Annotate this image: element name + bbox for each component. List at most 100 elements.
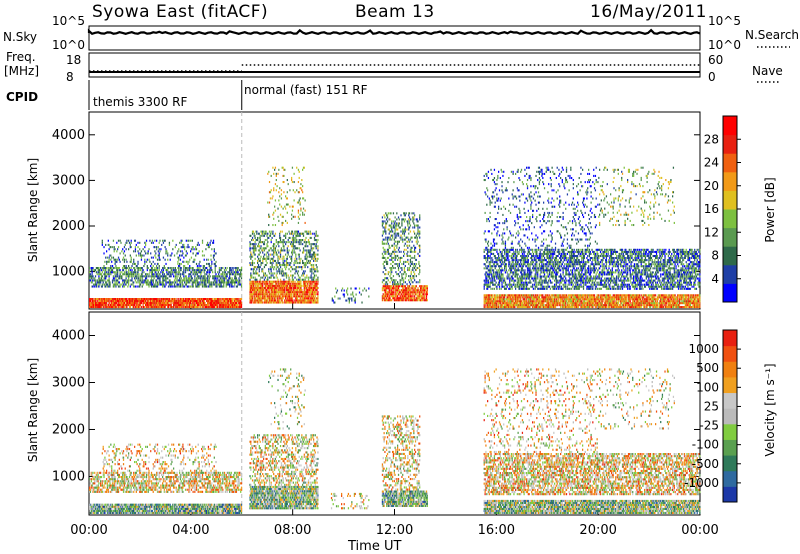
data-cell bbox=[89, 271, 90, 273]
data-cell bbox=[317, 239, 318, 241]
data-cell bbox=[135, 279, 136, 281]
data-cell bbox=[388, 293, 389, 295]
data-cell bbox=[408, 229, 409, 231]
data-cell bbox=[310, 285, 311, 287]
data-cell bbox=[518, 298, 519, 300]
data-cell bbox=[405, 265, 406, 267]
data-cell bbox=[210, 265, 211, 267]
data-cell bbox=[389, 289, 390, 291]
data-cell bbox=[199, 265, 200, 267]
data-cell bbox=[124, 261, 125, 263]
data-cell bbox=[292, 299, 293, 301]
data-cell bbox=[409, 245, 410, 247]
data-cell bbox=[122, 267, 123, 269]
data-cell bbox=[241, 284, 242, 286]
data-cell bbox=[293, 279, 294, 281]
data-cell bbox=[312, 256, 313, 258]
data-cell bbox=[115, 277, 116, 279]
data-cell bbox=[418, 273, 419, 275]
data-cell bbox=[175, 246, 176, 248]
data-cell bbox=[298, 202, 299, 204]
data-cell bbox=[316, 260, 317, 262]
data-cell bbox=[207, 271, 208, 273]
data-cell bbox=[401, 273, 402, 275]
data-cell bbox=[179, 271, 180, 273]
data-cell bbox=[262, 252, 263, 254]
data-cell bbox=[237, 279, 238, 281]
data-cell bbox=[262, 268, 263, 270]
data-cell bbox=[314, 243, 315, 245]
data-cell bbox=[171, 286, 172, 288]
data-cell bbox=[385, 237, 386, 239]
data-cell bbox=[392, 235, 393, 237]
data-cell bbox=[389, 275, 390, 277]
data-cell bbox=[316, 241, 317, 243]
data-cell bbox=[127, 286, 128, 288]
data-cell bbox=[396, 235, 397, 237]
data-cell bbox=[165, 252, 166, 254]
data-cell bbox=[396, 247, 397, 249]
data-cell bbox=[484, 304, 485, 306]
data-cell bbox=[317, 245, 318, 247]
data-cell bbox=[267, 283, 268, 285]
data-cell bbox=[221, 269, 222, 271]
data-cell bbox=[204, 275, 205, 277]
data-cell bbox=[260, 239, 261, 241]
data-cell bbox=[281, 247, 282, 249]
data-cell bbox=[196, 271, 197, 273]
data-cell bbox=[193, 279, 194, 281]
data-cell bbox=[398, 267, 399, 269]
data-cell bbox=[274, 272, 275, 274]
data-cell bbox=[417, 225, 418, 227]
data-cell bbox=[317, 235, 318, 237]
data-cell bbox=[158, 246, 159, 248]
data-cell bbox=[155, 281, 156, 283]
data-cell bbox=[124, 306, 125, 308]
data-cell bbox=[186, 277, 187, 279]
data-cell bbox=[204, 269, 205, 271]
data-cell bbox=[199, 250, 200, 252]
data-cell bbox=[133, 259, 134, 261]
data-cell bbox=[148, 267, 149, 269]
data-cell bbox=[137, 263, 138, 265]
data-cell bbox=[505, 294, 506, 296]
data-cell bbox=[334, 302, 335, 304]
data-cell bbox=[121, 284, 122, 286]
data-cell bbox=[266, 235, 267, 237]
data-cell bbox=[143, 269, 144, 271]
data-cell bbox=[272, 224, 273, 226]
data-cell bbox=[269, 181, 270, 183]
data-cell bbox=[309, 295, 310, 297]
data-cell bbox=[413, 285, 414, 287]
nsky-panel-frame bbox=[89, 26, 700, 50]
data-cell bbox=[250, 252, 251, 254]
data-cell bbox=[153, 257, 154, 259]
data-cell bbox=[228, 281, 229, 283]
data-cell bbox=[207, 277, 208, 279]
data-cell bbox=[280, 214, 281, 216]
data-cell bbox=[151, 242, 152, 244]
data-cell bbox=[262, 262, 263, 264]
data-cell bbox=[391, 267, 392, 269]
data-cell bbox=[257, 281, 258, 283]
data-cell bbox=[400, 239, 401, 241]
data-cell bbox=[278, 245, 279, 247]
data-cell bbox=[174, 284, 175, 286]
data-cell bbox=[287, 233, 288, 235]
data-cell bbox=[167, 269, 168, 271]
data-cell bbox=[213, 240, 214, 242]
data-cell bbox=[257, 256, 258, 258]
data-cell bbox=[148, 250, 149, 252]
data-cell bbox=[140, 284, 141, 286]
data-cell bbox=[129, 275, 130, 277]
data-cell bbox=[305, 262, 306, 264]
data-cell bbox=[276, 175, 277, 177]
data-cell bbox=[120, 273, 121, 275]
data-cell bbox=[153, 279, 154, 281]
data-cell bbox=[399, 289, 400, 291]
data-cell bbox=[198, 277, 199, 279]
data-cell bbox=[408, 291, 409, 293]
data-cell bbox=[105, 269, 106, 271]
data-cell bbox=[272, 195, 273, 197]
data-cell bbox=[105, 273, 106, 275]
